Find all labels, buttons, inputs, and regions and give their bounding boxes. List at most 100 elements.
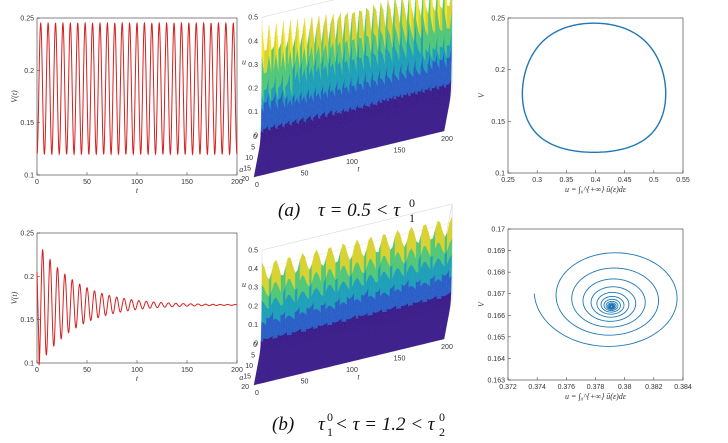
surface-cell: [358, 72, 362, 85]
y-tick-label: 0.15: [491, 119, 505, 126]
x-tick-label: 0.45: [618, 177, 632, 184]
plot-frame: [36, 17, 238, 176]
surface-cell: [351, 73, 355, 87]
surface-cell: [344, 59, 348, 78]
surface-cell: [439, 28, 443, 48]
surface-cell: [351, 99, 354, 107]
surface-cell: [359, 10, 362, 39]
x-axis-label: t: [136, 374, 139, 383]
surface-cell: [352, 119, 356, 122]
surface-cell: [263, 88, 267, 103]
y-tick-label: 0.2: [495, 67, 505, 74]
z-tick-label: 0.4: [248, 38, 258, 45]
surface-cell: [410, 98, 413, 102]
surface-cell: [372, 104, 376, 108]
surface-cell: [358, 83, 362, 93]
surface-cell: [372, 107, 375, 111]
surface-cell: [373, 5, 377, 37]
a-tick-label: 15: [243, 166, 251, 173]
surface-cell: [366, 7, 370, 38]
surface-cell: [438, 85, 442, 90]
surface-cell: [417, 99, 420, 102]
surface-cell: [446, 57, 450, 68]
surface-cell: [446, 74, 450, 81]
surface-cell: [288, 134, 292, 137]
surface-cell: [302, 131, 306, 134]
surface-cell: [386, 103, 390, 107]
y-tick-label: 0.1: [24, 173, 34, 180]
surface-cell: [365, 81, 369, 91]
x-tick-label: 150: [181, 367, 193, 374]
surface-cell: [432, 77, 435, 84]
x-tick-label: 100: [131, 367, 143, 374]
y-tick-label: 0.25: [20, 16, 34, 23]
surface-cell: [263, 118, 267, 126]
surface-cell: [372, 79, 376, 90]
z-tick-label: 0.1: [248, 109, 258, 116]
surface-cell: [365, 101, 369, 107]
surface-cell: [446, 79, 449, 85]
grid-line: [261, 0, 447, 18]
x-tick-label: 50: [83, 367, 91, 374]
surface-cell: [393, 106, 397, 109]
y-axis-label: V(t): [10, 291, 19, 304]
surface-cell: [358, 103, 361, 109]
t-tick-label: 50: [301, 171, 309, 178]
surface-cell: [400, 104, 404, 107]
y-axis-label: V(t): [10, 90, 19, 103]
x-tick-label: 0.4: [591, 177, 601, 184]
surface-cell: [424, 97, 428, 100]
x-tick-label: 0.3: [532, 177, 542, 184]
y-tick-label: 0.2: [24, 68, 34, 75]
y-tick-label: 0.1: [495, 171, 505, 178]
surface-cell: [439, 81, 442, 87]
surface-cell: [446, 84, 449, 89]
surface-cell: [379, 98, 383, 103]
t-axis-label: t: [357, 165, 360, 174]
surface-cell: [366, 34, 369, 57]
surface-cell: [439, 76, 442, 83]
surface-cell: [263, 101, 267, 113]
a-axis-label: a: [239, 165, 243, 174]
surface-cell: [365, 90, 369, 98]
plot-frame: [507, 17, 684, 174]
x-axis-label: u = ∫₀^{+∞} ū(ε)dε: [565, 185, 627, 194]
y-axis-label: V: [477, 92, 486, 98]
surface-cell: [379, 93, 383, 100]
surface-cell: [338, 122, 342, 125]
surface-cell: [400, 102, 404, 106]
t-tick-label: 200: [441, 136, 453, 143]
surface-cell: [372, 95, 376, 101]
surface-cell: [365, 55, 369, 72]
chart-a-phase-portrait: 0.25 0.3 0.35 0.4 0.45 0.5 0.550.10.150.20.25u…: [477, 16, 690, 195]
z-tick-label: 0.5: [248, 15, 258, 22]
t-tick-label: 150: [394, 148, 406, 155]
x-axis-label: t: [136, 186, 139, 195]
x-tick-label: 0.35: [560, 177, 574, 184]
surface-cell: [424, 92, 428, 96]
surface-cell: [432, 60, 436, 72]
a-tick-label: 20: [241, 176, 249, 183]
surface-cell: [324, 126, 327, 128]
x-tick-label: 100: [131, 179, 143, 186]
y-tick-label: 0.15: [20, 317, 34, 324]
surface-cell: [271, 46, 275, 73]
surface-cell: [410, 101, 413, 104]
surface-cell: [431, 91, 435, 95]
x-tick-label: 0: [35, 179, 39, 186]
y-tick-label: 0.15: [20, 120, 34, 127]
x-tick-label: 0.5: [649, 177, 659, 184]
surface-cell: [439, 46, 443, 61]
x-tick-label: 0.25: [501, 177, 515, 184]
surface-cell: [414, 101, 418, 104]
surface-cell: [358, 37, 362, 58]
surface-cell: [446, 5, 450, 29]
surface-cell: [358, 57, 362, 73]
surface-cell: [446, 45, 450, 59]
surface-cell: [263, 71, 267, 91]
a-tick-label: 5: [251, 145, 255, 152]
y-tick-label: 0.25: [20, 231, 34, 238]
